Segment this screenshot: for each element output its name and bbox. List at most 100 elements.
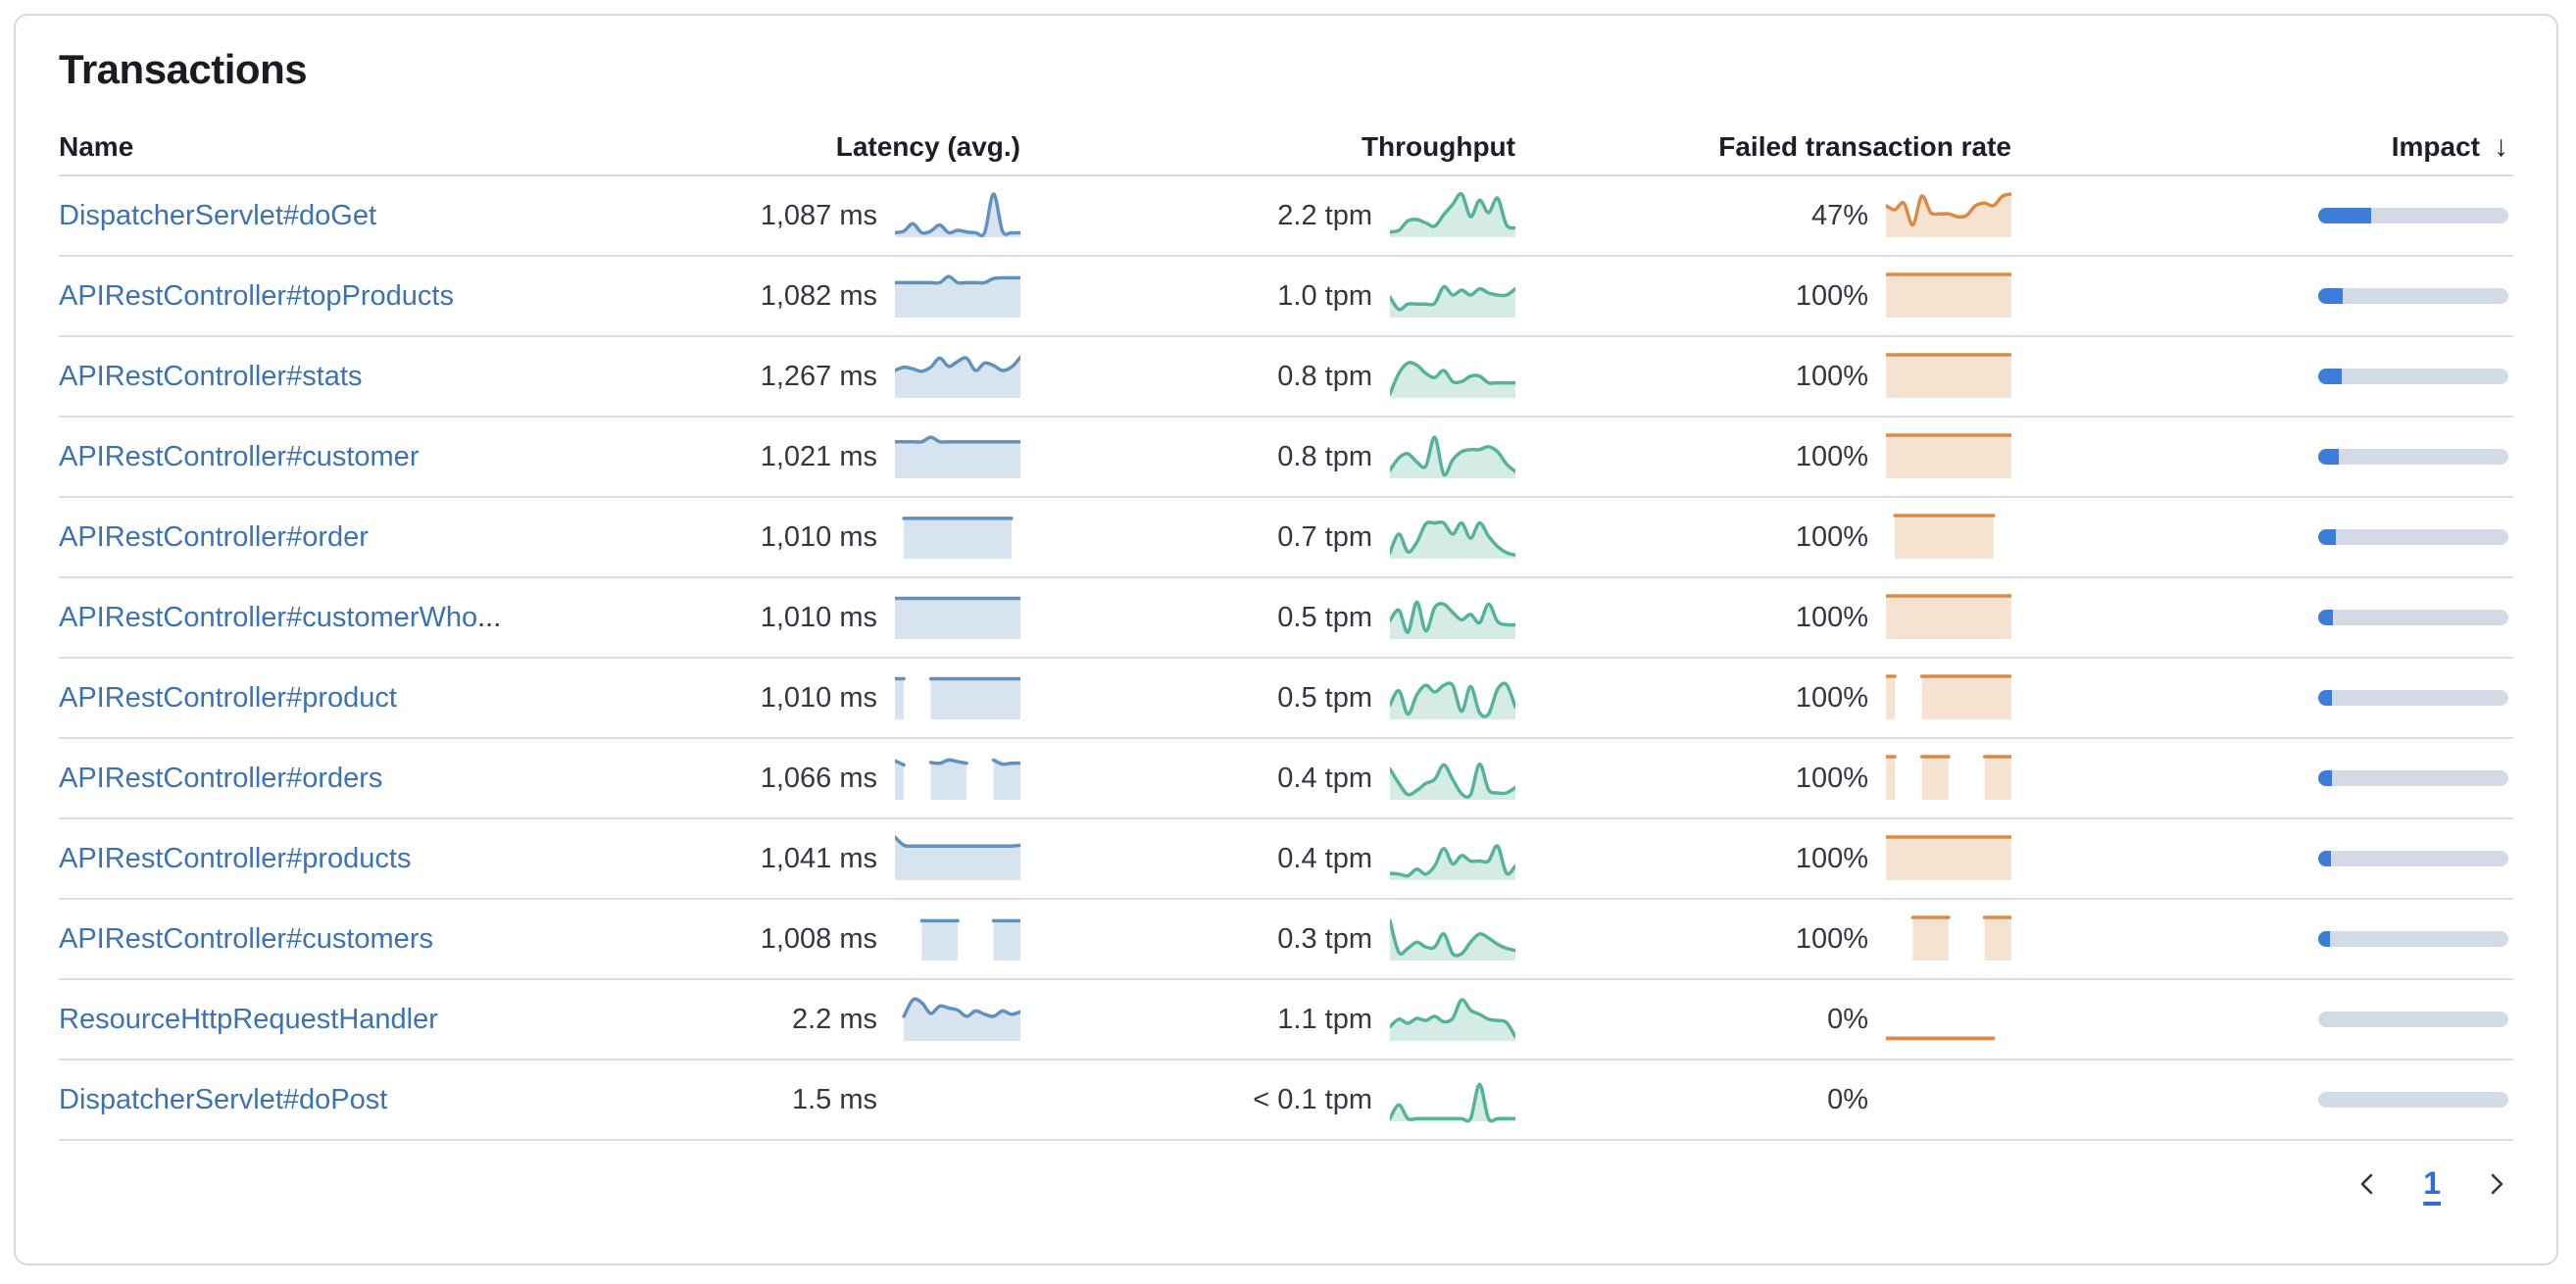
transaction-name: DispatcherServlet#doPost — [59, 1083, 388, 1115]
table-row: APIRestController#customers 1,008 ms 0.3… — [59, 900, 2513, 981]
latency-value: 1,010 ms — [760, 520, 877, 553]
latency-value: 1,021 ms — [760, 440, 877, 472]
failed-rate-value: 100% — [1795, 922, 1868, 955]
previous-page-button[interactable] — [2353, 1168, 2384, 1200]
table-row: APIRestController#stats 1,267 ms 0.8 tpm… — [59, 337, 2513, 419]
transaction-name-link[interactable]: APIRestController#customers — [59, 923, 433, 956]
sort-desc-arrow-icon: ↓ — [2494, 130, 2508, 164]
latency-value: 1,082 ms — [760, 279, 877, 312]
transaction-name-link[interactable]: APIRestController#topProducts — [59, 280, 454, 313]
throughput-value: < 0.1 tpm — [1253, 1083, 1372, 1115]
latency-sparkline — [895, 274, 1020, 319]
transaction-name-link[interactable]: APIRestController#orders — [59, 763, 382, 795]
table-header-row: Name Latency (avg.) Throughput Failed tr… — [59, 120, 2513, 177]
throughput-sparkline — [1390, 361, 1515, 399]
throughput-value: 0.4 tpm — [1277, 842, 1372, 874]
latency-value: 1,041 ms — [760, 842, 877, 874]
impact-bar-track — [2318, 449, 2508, 466]
throughput-value: 1.1 tpm — [1277, 1003, 1372, 1035]
table-row: ResourceHttpRequestHandler 2.2 ms 1.1 tp… — [59, 980, 2513, 1062]
failed-rate-value: 100% — [1795, 440, 1868, 472]
impact-bar-fill — [2318, 529, 2337, 546]
failed-rate-sparkline — [1886, 353, 2011, 399]
transaction-name-link[interactable]: DispatcherServlet#doPost — [59, 1084, 387, 1116]
transaction-name-link[interactable]: APIRestController#order — [59, 521, 369, 554]
column-header-latency[interactable]: Latency (avg.) — [835, 131, 1020, 163]
latency-value: 1,267 ms — [760, 360, 877, 392]
impact-bar-fill — [2318, 208, 2372, 224]
column-header-impact[interactable]: Impact ↓ — [2016, 130, 2513, 164]
latency-sparkline — [895, 597, 1020, 640]
transaction-name: APIRestController#customer — [59, 440, 420, 472]
impact-bar-track — [2318, 1012, 2508, 1028]
failed-rate-sparkline — [1886, 192, 2011, 238]
failed-rate-value: 100% — [1795, 681, 1868, 714]
throughput-sparkline — [1390, 600, 1515, 640]
column-header-throughput[interactable]: Throughput — [1361, 131, 1515, 163]
transaction-name-link[interactable]: ResourceHttpRequestHandler — [59, 1004, 438, 1036]
failed-rate-value: 100% — [1795, 520, 1868, 553]
impact-bar-track — [2318, 529, 2508, 546]
chevron-right-icon — [2491, 1173, 2503, 1195]
throughput-sparkline — [1390, 520, 1515, 560]
failed-rate-value: 100% — [1795, 601, 1868, 633]
table-body: DispatcherServlet#doGet 1,087 ms 2.2 tpm… — [59, 176, 2513, 1142]
next-page-button[interactable] — [2480, 1168, 2511, 1200]
column-header-name[interactable]: Name — [59, 131, 134, 163]
latency-sparkline — [902, 517, 1014, 560]
transaction-name-link[interactable]: APIRestController#stats — [59, 361, 362, 393]
transaction-name: ResourceHttpRequestHandler — [59, 1003, 438, 1035]
throughput-sparkline — [1390, 192, 1515, 238]
table-row: APIRestController#customerWho... 1,010 m… — [59, 578, 2513, 660]
page-1-button[interactable]: 1 — [2417, 1164, 2447, 1203]
transaction-name-link[interactable]: APIRestController#product — [59, 682, 397, 715]
transaction-name-link[interactable]: APIRestController#products — [59, 843, 411, 875]
column-header-failed-rate[interactable]: Failed transaction rate — [1718, 131, 2011, 163]
failed-rate-sparkline — [1886, 594, 2011, 640]
failed-rate-value: 0% — [1827, 1003, 1868, 1035]
failed-rate-value: 100% — [1795, 360, 1868, 392]
transaction-name: APIRestController#orders — [59, 762, 383, 794]
transaction-name-link[interactable]: APIRestController#customer — [59, 441, 419, 473]
latency-value: 1,066 ms — [760, 762, 877, 794]
transaction-name-link[interactable]: APIRestController#customerWho... — [59, 602, 501, 634]
impact-bar-track — [2318, 288, 2508, 305]
throughput-value: 0.4 tpm — [1277, 762, 1372, 794]
failed-rate-value: 0% — [1827, 1083, 1868, 1115]
table-row: APIRestController#customer 1,021 ms 0.8 … — [59, 418, 2513, 499]
latency-value: 1.5 ms — [791, 1083, 877, 1115]
latency-sparkline — [902, 997, 1020, 1042]
failed-rate-sparkline — [1886, 272, 2011, 319]
throughput-value: 0.7 tpm — [1277, 520, 1372, 553]
transaction-name: APIRestController#topProducts — [59, 279, 454, 312]
transaction-name: APIRestController#order — [59, 520, 369, 553]
transaction-name: APIRestController#product — [59, 681, 397, 714]
table-row: APIRestController#orders 1,066 ms 0.4 tp… — [59, 739, 2513, 820]
transaction-name: APIRestController#customerWho — [59, 601, 478, 633]
transaction-name-ellipsis: ... — [477, 601, 502, 633]
failed-rate-value: 100% — [1795, 842, 1868, 874]
throughput-sparkline — [1390, 763, 1515, 801]
failed-rate-sparkline — [1886, 755, 2011, 801]
throughput-value: 0.5 tpm — [1277, 681, 1372, 714]
latency-sparkline — [895, 677, 1020, 720]
transaction-name: APIRestController#products — [59, 842, 412, 874]
impact-bar-track — [2318, 610, 2508, 626]
impact-bar-fill — [2318, 931, 2330, 948]
throughput-value: 0.8 tpm — [1277, 440, 1372, 472]
throughput-value: 0.8 tpm — [1277, 360, 1372, 392]
latency-value: 2.2 ms — [791, 1003, 877, 1035]
impact-bar-track — [2318, 208, 2508, 224]
impact-bar-track — [2318, 931, 2508, 948]
latency-sparkline — [895, 835, 1020, 881]
throughput-sparkline — [1390, 1082, 1515, 1123]
transaction-name-link[interactable]: DispatcherServlet#doGet — [59, 200, 376, 232]
column-header-impact-label: Impact — [2391, 131, 2480, 163]
failed-rate-sparkline — [1910, 915, 2011, 962]
failed-rate-sparkline — [1886, 674, 2011, 720]
failed-rate-value: 100% — [1795, 762, 1868, 794]
failed-rate-sparkline — [1886, 835, 2011, 881]
throughput-sparkline — [1390, 285, 1515, 319]
latency-sparkline — [895, 356, 1020, 399]
impact-bar-fill — [2318, 369, 2343, 385]
